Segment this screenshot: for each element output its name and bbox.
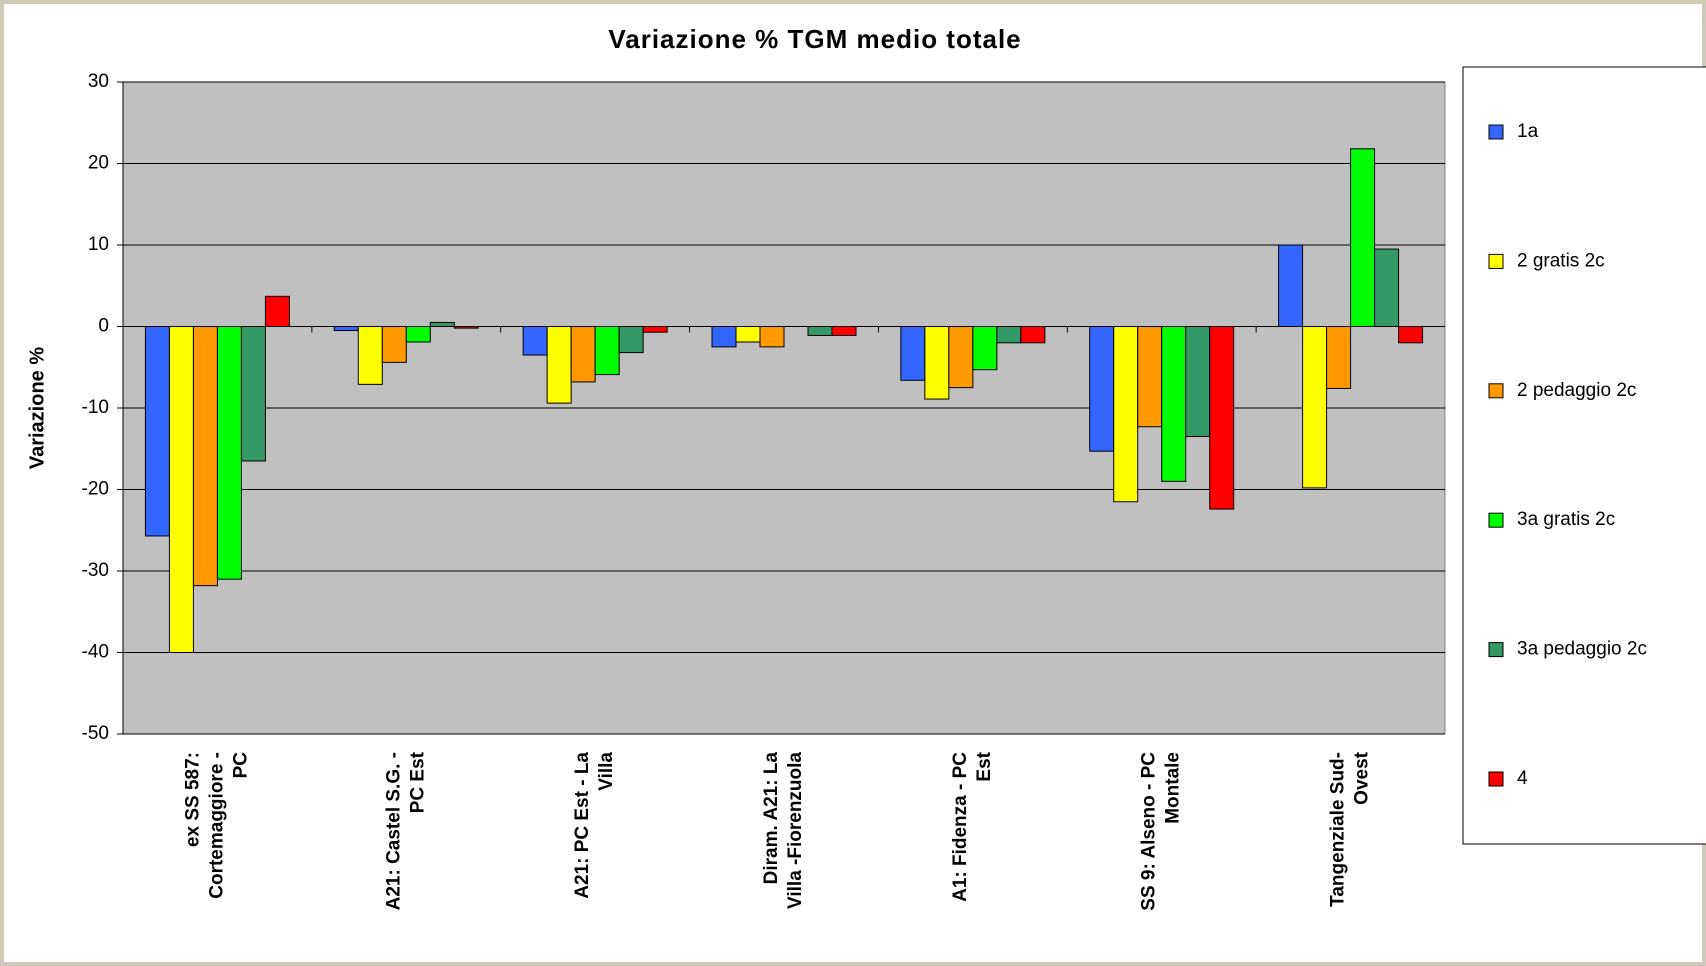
y-tick-label: 0 (98, 316, 109, 337)
x-tick-label: SS 9: Alseno - PC Montale (1139, 752, 1184, 911)
x-tick-label: ex SS 587: Cortemaggiore - PC (182, 752, 251, 899)
bar (264, 295, 290, 328)
legend-swatch (1488, 642, 1504, 658)
legend-label: 4 (1517, 768, 1528, 789)
chart-title: Variazione % TGM medio totale (608, 24, 1021, 54)
x-tick-label: A21: Castel S.G. - PC Est (383, 751, 428, 910)
bar (618, 326, 644, 354)
bar (1185, 326, 1211, 438)
bar (1302, 326, 1328, 489)
bar (711, 326, 737, 348)
bar (1350, 148, 1376, 327)
bar (144, 326, 170, 537)
bar (759, 326, 785, 348)
legend-swatch (1488, 124, 1504, 140)
bar (1278, 244, 1304, 327)
bar (1137, 326, 1163, 428)
bar (924, 326, 950, 400)
bar (831, 326, 857, 336)
legend-label: 2 pedaggio 2c (1517, 380, 1636, 401)
bar (168, 326, 194, 653)
bar (1209, 326, 1235, 510)
bar (1113, 326, 1139, 503)
x-tick-label: Diram. A21: La Villa -Fiorenzuola (761, 752, 806, 909)
y-tick-label: -10 (82, 397, 109, 418)
bar (948, 326, 974, 389)
legend-swatch (1488, 512, 1504, 528)
bar (1089, 326, 1115, 452)
y-tick-label: -40 (82, 642, 109, 663)
bar (522, 326, 548, 356)
x-tick-label: A21: PC Est - La Villa (572, 752, 617, 899)
bar (405, 326, 431, 343)
bar (1326, 326, 1352, 389)
y-tick-label: 10 (88, 234, 109, 255)
legend-swatch (1488, 383, 1504, 399)
bar (1398, 326, 1424, 344)
bar (972, 326, 998, 371)
x-tick-label: A1: Fidenza - PC Est (950, 751, 995, 902)
legend-label: 1a (1517, 121, 1539, 142)
bar (807, 326, 833, 336)
legend-label: 2 gratis 2c (1517, 250, 1605, 271)
y-tick-label: -20 (82, 479, 109, 500)
bar (1020, 326, 1046, 344)
legend-box (1462, 66, 1706, 845)
bar (1161, 326, 1187, 482)
bar (642, 326, 668, 333)
bar (381, 326, 407, 363)
bar (546, 326, 572, 404)
y-tick-label: -50 (82, 723, 109, 744)
bar (429, 321, 455, 327)
y-tick-label: 20 (88, 153, 109, 174)
bar (735, 326, 761, 343)
bar (192, 326, 218, 587)
bar (240, 326, 266, 462)
bar (900, 326, 926, 381)
bar (594, 326, 620, 376)
y-tick-label: 30 (88, 71, 109, 92)
bar (570, 326, 596, 383)
bar (996, 326, 1022, 344)
legend-label: 3a pedaggio 2c (1517, 639, 1647, 660)
bar (216, 326, 242, 580)
bar (357, 326, 383, 385)
y-tick-label: -30 (82, 560, 109, 581)
legend-swatch (1488, 771, 1504, 787)
bar (333, 326, 359, 332)
legend-label: 3a gratis 2c (1517, 509, 1615, 530)
bar (1374, 248, 1400, 327)
x-tick-label: Tangenziale Sud- Ovest (1328, 751, 1373, 907)
legend-swatch (1488, 253, 1504, 269)
y-axis-label: Variazione % (26, 347, 48, 469)
